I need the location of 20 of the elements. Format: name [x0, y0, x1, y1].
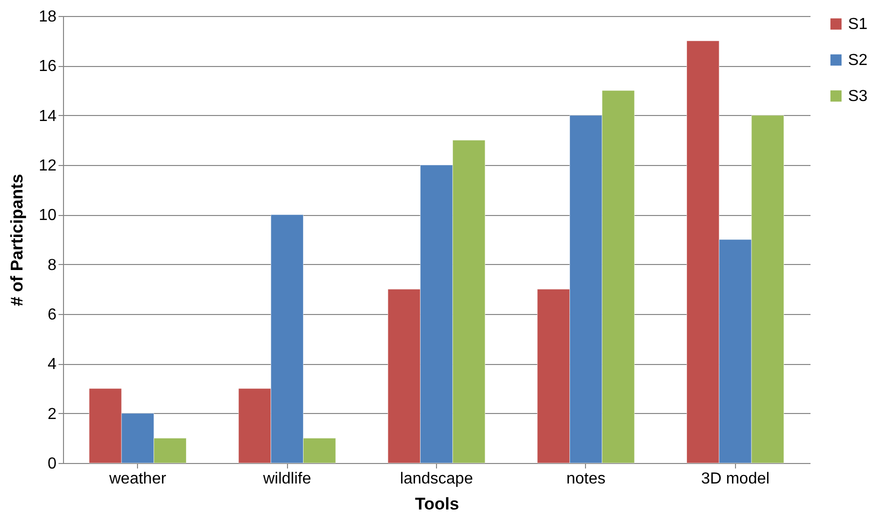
- y-tick-label: 2: [48, 406, 57, 423]
- y-tick-label: 14: [38, 108, 57, 125]
- y-tick-label: 10: [38, 207, 57, 224]
- x-tick-label: 3D model: [701, 470, 770, 488]
- y-tick-label: 16: [38, 58, 57, 76]
- y-tick-label: 18: [38, 8, 57, 26]
- y-tick-label: 8: [48, 256, 57, 274]
- y-tick-label: 6: [48, 306, 57, 324]
- y-axis-title: # of Participants: [8, 174, 27, 306]
- legend-label: S1: [848, 16, 868, 33]
- x-tick-label: notes: [566, 470, 606, 488]
- x-tick-label: wildlife: [262, 470, 312, 488]
- x-tick-label: landscape: [400, 470, 474, 488]
- legend-label: S3: [848, 88, 868, 105]
- y-tick-label: 4: [48, 356, 57, 374]
- x-tick-label: weather: [108, 470, 167, 488]
- x-axis-title: Tools: [414, 494, 460, 514]
- y-tick-label: 0: [48, 456, 57, 472]
- legend-label: S2: [848, 52, 868, 69]
- y-tick-label: 12: [38, 158, 57, 174]
